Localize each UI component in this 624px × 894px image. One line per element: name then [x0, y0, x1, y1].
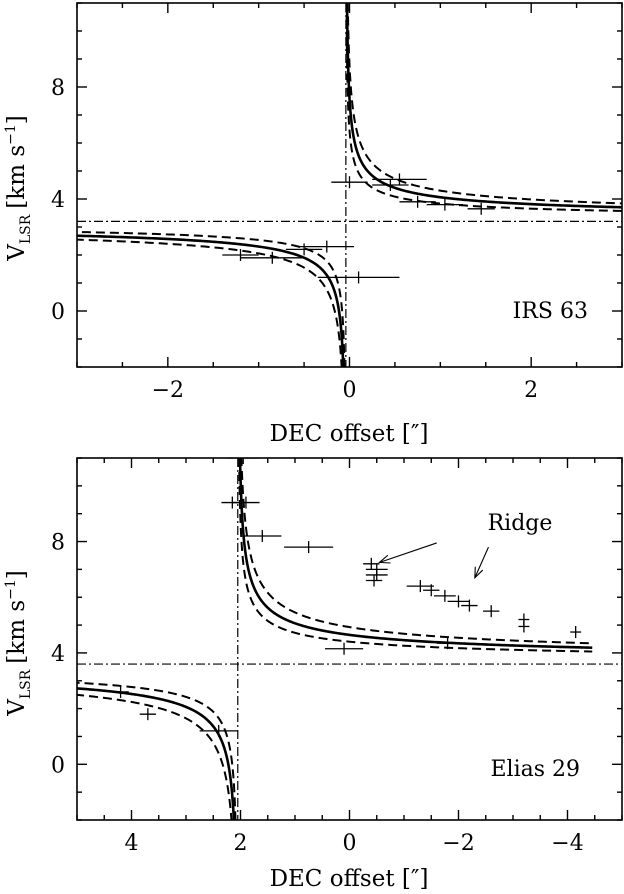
fit-curve-dashed-1-left	[77, 230, 346, 367]
x-tick-label-0: −2	[152, 378, 184, 403]
y-axis-title-close: ]	[4, 570, 30, 579]
ridge-arrow-1	[474, 546, 489, 578]
y-tick-labels: 0 4 8	[51, 76, 65, 325]
y-axis-title: VLSR [km s−1]	[3, 115, 34, 262]
ridge-arrow-0	[379, 542, 437, 563]
x-tick-labels: −2 0 2	[152, 378, 539, 403]
fit-curve-solid-0-left	[77, 234, 345, 367]
ridge-arrowhead-0	[378, 554, 391, 564]
x-axis-title: DEC offset [″]	[270, 866, 429, 892]
y-axis-title-sub: LSR	[18, 669, 34, 699]
panel-label: IRS 63	[513, 299, 588, 324]
fit-curve-dashed-2-right	[346, 3, 622, 205]
data-points	[222, 173, 495, 284]
fit-curve-dashed-2-left	[240, 458, 593, 645]
fit-curve-dashed-1-right	[345, 3, 622, 212]
fit-curves	[77, 458, 593, 820]
x-tick-labels: 4 2 0 −2 −4	[125, 831, 584, 856]
x-tick-label-2: 0	[343, 831, 357, 856]
y-tick-labels: 0 4 8	[51, 531, 65, 779]
x-tick-label-1: 2	[234, 831, 248, 856]
ridge-annotation: Ridge	[378, 511, 553, 580]
y-axis-title-main: V	[4, 699, 30, 717]
ridge-label: Ridge	[488, 511, 553, 536]
y-tick-label-1: 4	[51, 188, 65, 213]
y-axis-title-unit: [km s	[4, 600, 30, 664]
chart-panel-irs63: −2 0 2 0 4 8 IRS 63 DEC offset [″] VLSR [km s…	[3, 2, 623, 447]
y-tick-label-0: 0	[51, 753, 65, 778]
y-tick-label-1: 4	[51, 642, 65, 667]
ridge-arrowhead-1	[474, 566, 484, 580]
x-tick-label-1: 0	[343, 378, 357, 403]
fit-curve-dashed-2-left	[77, 238, 343, 367]
y-axis-title: VLSR [km s−1]	[3, 570, 34, 717]
plot-frame	[76, 457, 623, 821]
reference-lines	[77, 458, 622, 820]
fit-curve-dashed-2-right	[77, 693, 233, 820]
x-axis-title: DEC offset [″]	[270, 421, 429, 447]
x-tick-label-4: −4	[551, 831, 583, 856]
axis-ticks	[76, 457, 623, 821]
y-axis-title-sup: −1	[3, 579, 19, 600]
panel-label: Elias 29	[490, 757, 580, 782]
fit-curve-solid-0-right	[345, 3, 622, 209]
data-points	[112, 458, 582, 737]
plot-frame	[76, 2, 623, 368]
fit-curve-solid-0-right	[77, 687, 236, 820]
fit-curve-dashed-1-right	[77, 681, 237, 820]
x-tick-label-0: 4	[125, 831, 139, 856]
y-tick-label-2: 8	[51, 76, 65, 101]
y-tick-label-2: 8	[51, 531, 65, 556]
x-tick-label-2: 2	[524, 378, 538, 403]
y-axis-title-sup: −1	[3, 124, 19, 145]
fit-curve-dashed-1-left	[238, 458, 593, 653]
fit-curve-solid-0-left	[238, 458, 593, 649]
fit-curves	[77, 3, 622, 367]
y-axis-title-close: ]	[4, 115, 30, 124]
x-tick-label-3: −2	[442, 831, 474, 856]
reference-lines	[77, 3, 622, 367]
y-tick-label-0: 0	[51, 300, 65, 325]
y-axis-title-unit: [km s	[4, 145, 30, 209]
y-axis-title-sub: LSR	[18, 214, 34, 244]
chart-panel-elias29: 4 2 0 −2 −4 0 4 8 Ridge Elias 29 DEC offset [″…	[3, 457, 623, 892]
y-axis-title-main: V	[4, 244, 30, 262]
